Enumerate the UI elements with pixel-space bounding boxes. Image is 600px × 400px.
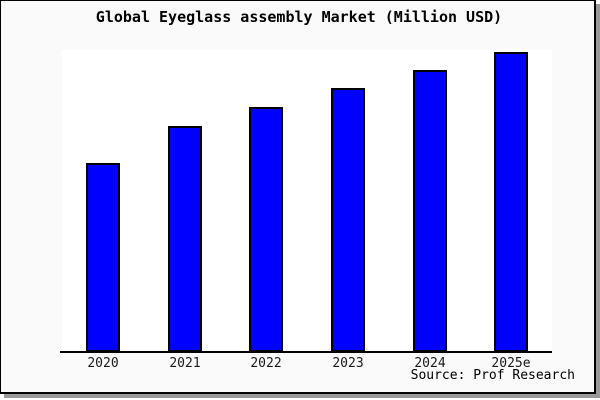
x-tick-label-2025e: 2025e bbox=[491, 356, 531, 371]
x-tick-label-2021: 2021 bbox=[169, 356, 201, 371]
x-tick-label-2023: 2023 bbox=[332, 356, 364, 371]
bar-2025e bbox=[494, 52, 528, 352]
source-note: Source: Prof Research bbox=[410, 368, 575, 383]
bar-2024 bbox=[413, 70, 447, 352]
x-tick-label-2022: 2022 bbox=[250, 356, 282, 371]
x-axis-line bbox=[60, 351, 552, 353]
bar-2022 bbox=[249, 107, 283, 352]
bar-2023 bbox=[331, 88, 365, 352]
x-tick-label-2024: 2024 bbox=[414, 356, 446, 371]
bar-2021 bbox=[168, 126, 202, 352]
plot-area bbox=[62, 50, 552, 352]
x-tick-label-2020: 2020 bbox=[87, 356, 119, 371]
chart-frame: Global Eyeglass assembly Market (Million… bbox=[0, 0, 596, 394]
chart-title: Global Eyeglass assembly Market (Million… bbox=[95, 8, 503, 26]
bar-2020 bbox=[86, 163, 120, 352]
